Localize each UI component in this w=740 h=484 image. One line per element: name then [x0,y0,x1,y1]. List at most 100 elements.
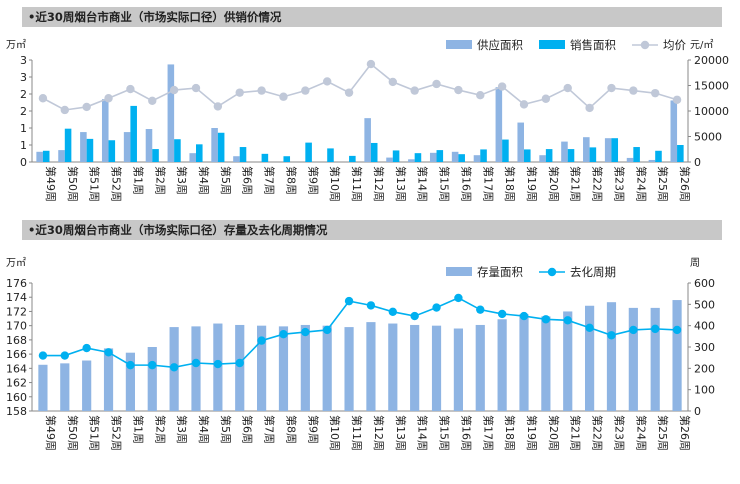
category-label: 第25周 [656,415,670,451]
chart2-title: •近30周烟台市商业（市场实际口径）存量及去化周期情况 [22,220,722,240]
category-label: 第11周 [350,166,364,202]
left-tick-label: 166 [6,348,27,361]
category-label: 第21周 [569,166,583,202]
bar-a [451,151,459,162]
category-label: 第12周 [372,415,386,451]
bar-b [414,153,422,162]
line-point [235,88,244,97]
left-tick-label: 1 [20,139,27,152]
left-tick-label: 164 [6,362,27,375]
category-label: 第4周 [197,415,211,444]
bar-a [82,360,92,411]
bar-b [130,105,137,162]
bar-a [585,305,595,411]
bar-a [278,326,289,411]
legend-label: 销售面积 [570,38,616,52]
bar-a [36,151,43,162]
category-label: 第2周 [153,415,167,444]
left-tick-label: 2 [20,88,27,101]
left-unit-label: 万㎡ [6,39,26,51]
category-label: 第10周 [328,166,342,202]
category-label: 第51周 [88,415,102,451]
category-label: 第49周 [44,166,58,202]
line-point [607,83,616,93]
line-point [323,325,332,335]
line-point [519,311,529,321]
legend-label: 供应面积 [477,38,523,52]
line-point [585,103,594,113]
bar-b [567,149,575,162]
left-tick-label: 3 [20,54,27,67]
line-point [301,327,310,337]
left-tick-label: 176 [6,277,27,290]
bar-b [108,140,116,162]
category-label: 第1周 [131,166,145,195]
bar-a [431,325,442,411]
category-label: 第19周 [525,415,539,451]
bar-a [103,348,114,411]
category-label: 第6周 [241,166,255,195]
bar-b [370,142,378,162]
category-label: 第1周 [131,415,145,444]
bar-a [322,325,332,411]
bar-b [677,145,684,162]
category-label: 第3周 [175,415,189,444]
category-label: 第24周 [634,415,648,451]
line-point [476,305,485,314]
legend-swatch [539,40,565,49]
bar-a [672,300,682,411]
bar-a [670,100,678,162]
line-point [585,323,594,332]
category-label: 第22周 [591,415,605,451]
line-point [279,92,288,101]
line-point [410,311,419,321]
bar-a [583,137,590,162]
line-point [432,79,441,89]
category-label: 第17周 [481,166,495,202]
line-point [301,86,310,95]
line-point [629,86,638,95]
line-point [344,88,354,97]
category-label: 第52周 [110,415,124,451]
left-unit-label: 万㎡ [6,257,26,269]
line-point [169,363,179,372]
line-point [148,360,157,370]
legend-swatch-marker [547,267,557,277]
series-line [42,62,678,111]
line-point [148,96,157,106]
bar-b [261,153,269,162]
bar-a [453,328,463,411]
bar-a [519,314,529,411]
bar-a [145,129,153,162]
category-label: 第22周 [591,166,605,202]
bar-a [211,128,218,162]
line-point [672,325,682,335]
bar-a [539,155,546,162]
bar-a [233,156,240,162]
bar-a [429,152,437,162]
line-point [563,83,572,93]
category-label: 第21周 [569,415,583,451]
line-point [388,77,397,87]
line-point [82,102,91,112]
category-label: 第20周 [547,166,561,202]
category-label: 第26周 [678,415,692,451]
line-point [235,358,244,368]
category-label: 第12周 [372,166,386,202]
bar-b [217,132,225,162]
bar-b [327,148,334,162]
left-tick-label: 172 [6,305,27,318]
legend-swatch-marker [640,40,650,50]
category-label: 第4周 [197,166,211,195]
bar-b [239,147,247,162]
category-label: 第13周 [394,415,408,451]
bar-a [364,118,371,162]
right-unit-label: 周 [690,257,700,269]
right-tick-label: 500 [694,298,715,311]
bar-a [563,311,573,411]
category-label: 第14周 [416,415,430,451]
right-tick-label: 0 [694,156,701,169]
line-point [104,94,113,103]
right-tick-label: 20000 [694,54,729,67]
